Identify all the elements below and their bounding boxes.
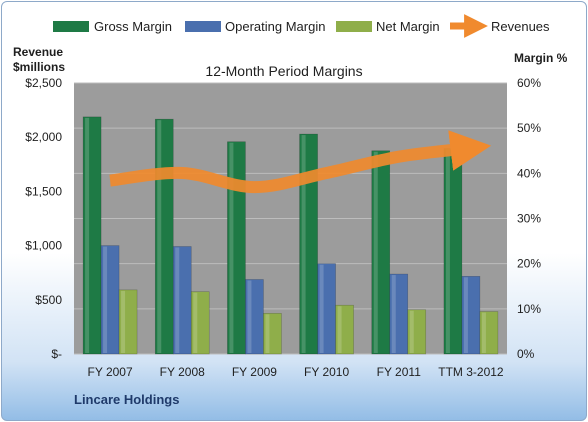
- category-label: FY 2007: [88, 365, 133, 379]
- bar-highlight: [265, 314, 270, 353]
- chart-title: 12-Month Period Margins: [205, 63, 362, 79]
- legend-label-revenues: Revenues: [491, 19, 550, 34]
- category-label: FY 2009: [232, 365, 277, 379]
- left-axis-tick-label: $1,500: [25, 184, 62, 198]
- company-name: Lincare Holdings: [74, 392, 179, 407]
- bar-highlight: [85, 117, 90, 353]
- left-axis-tick-label: $1,000: [25, 239, 62, 253]
- category-label: TTM 3-2012: [438, 365, 504, 379]
- category-label: FY 2011: [377, 365, 422, 379]
- bar-gross-margin: [299, 133, 318, 355]
- legend-label-operating-margin: Operating Margin: [225, 19, 325, 34]
- bar-highlight: [337, 306, 342, 353]
- bar-highlight: [481, 312, 486, 353]
- bar-highlight: [409, 310, 414, 353]
- bar-highlight: [193, 292, 198, 353]
- legend: Gross Margin Operating Margin Net Margin…: [53, 14, 550, 38]
- left-axis-title-line2: $millions: [13, 60, 65, 74]
- legend-swatch-net-margin: [336, 21, 372, 32]
- bar-highlight: [391, 275, 396, 353]
- category-label: FY 2010: [304, 365, 349, 379]
- bar-highlight: [175, 247, 180, 353]
- left-axis-tick-label: $2,500: [25, 76, 62, 90]
- right-axis-tick-label: 50%: [517, 121, 541, 135]
- right-axis-tick-label: 20%: [517, 257, 541, 271]
- bar-net-margin: [118, 289, 138, 355]
- right-axis-tick-label: 40%: [517, 166, 541, 180]
- bar-net-margin: [335, 304, 354, 355]
- bar-net-margin: [479, 311, 499, 355]
- bar-net-margin: [263, 313, 282, 355]
- bar-highlight: [229, 142, 234, 353]
- left-axis-tick-label: $500: [35, 293, 62, 307]
- bar-highlight: [373, 151, 378, 353]
- right-axis-tick-label: 0%: [517, 347, 535, 361]
- right-axis-title: Margin %: [514, 51, 568, 65]
- bar-highlight: [463, 277, 468, 353]
- legend-item-operating-margin: Operating Margin: [185, 19, 325, 34]
- right-axis-tick-label: 10%: [517, 302, 541, 316]
- legend-item-revenues: Revenues: [450, 14, 550, 38]
- bar-highlight: [121, 290, 126, 353]
- bar-highlight: [319, 264, 324, 353]
- bar-net-margin: [190, 291, 210, 355]
- category-label: FY 2008: [160, 365, 205, 379]
- left-axis-title-line1: Revenue: [13, 45, 63, 59]
- right-axis-tick-label: 30%: [517, 212, 541, 226]
- bar-highlight: [247, 280, 252, 353]
- revenue-line-layer: [109, 130, 492, 194]
- legend-item-gross-margin: Gross Margin: [53, 19, 172, 34]
- gridlines: [74, 82, 507, 355]
- category-labels: FY 2007 FY 2008 FY 2009 FY 2010 FY 2011 TTM 3…: [88, 365, 504, 379]
- bar-highlight: [103, 246, 108, 353]
- left-axis-ticks: $- $500 $1,000 $1,500 $2,000 $2,500: [25, 76, 62, 361]
- left-axis-tick-label: $2,000: [25, 130, 62, 144]
- bar-net-margin: [407, 309, 427, 355]
- legend-swatch-operating-margin: [185, 21, 221, 32]
- bar-highlight: [157, 120, 162, 353]
- right-axis-tick-label: 60%: [517, 76, 541, 90]
- legend-swatch-gross-margin: [53, 21, 89, 32]
- legend-label-gross-margin: Gross Margin: [94, 19, 172, 34]
- legend-label-net-margin: Net Margin: [376, 19, 440, 34]
- bar-gross-margin: [371, 150, 391, 355]
- bar-highlight: [445, 149, 450, 353]
- bar-gross-margin: [82, 116, 102, 355]
- bar-highlight: [301, 135, 306, 353]
- bar-gross-margin: [227, 141, 246, 355]
- right-axis-ticks: 0% 10% 20% 30% 40% 50% 60%: [517, 76, 541, 361]
- revenue-line: [109, 130, 492, 194]
- left-axis-tick-label: $-: [51, 347, 62, 361]
- legend-item-net-margin: Net Margin: [336, 19, 440, 34]
